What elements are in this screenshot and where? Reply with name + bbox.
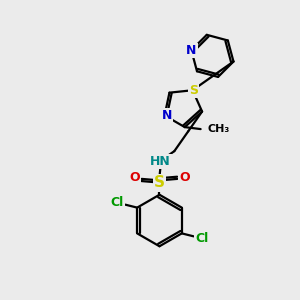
Text: HN: HN xyxy=(150,154,171,168)
Text: Cl: Cl xyxy=(195,232,208,245)
Text: N: N xyxy=(186,44,197,57)
Text: O: O xyxy=(129,171,140,184)
Text: S: S xyxy=(154,176,165,190)
Text: O: O xyxy=(179,171,190,184)
Text: Cl: Cl xyxy=(111,196,124,209)
Text: CH₃: CH₃ xyxy=(208,124,230,134)
Text: S: S xyxy=(189,84,198,97)
Text: N: N xyxy=(161,109,172,122)
